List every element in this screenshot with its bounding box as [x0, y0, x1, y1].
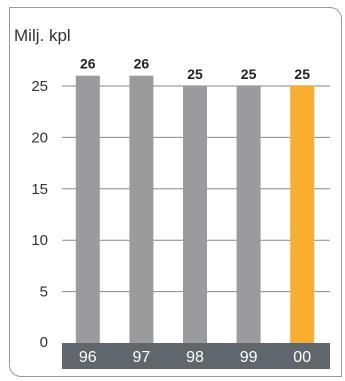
- bar-value-label: 26: [134, 56, 150, 72]
- chart-frame: [9, 7, 342, 377]
- bar-value-label: 26: [80, 56, 96, 72]
- x-tick-label: 97: [133, 349, 151, 366]
- bar-value-label: 25: [294, 66, 310, 82]
- x-tick-label: 00: [293, 349, 311, 366]
- x-axis-band: [62, 343, 330, 369]
- bar: [236, 86, 261, 343]
- x-tick-label: 96: [79, 349, 97, 366]
- bar-value-label: 25: [187, 66, 203, 82]
- y-tick-label: 20: [31, 129, 48, 146]
- bar-value-label: 25: [241, 66, 257, 82]
- bar: [290, 86, 315, 343]
- x-tick-label: 98: [186, 349, 204, 366]
- x-tick-label: 99: [240, 349, 258, 366]
- y-tick-label: 15: [31, 181, 48, 198]
- y-tick-label: 25: [31, 78, 48, 95]
- y-tick-label: 10: [31, 232, 48, 249]
- bar: [183, 86, 207, 343]
- bar: [129, 75, 154, 343]
- bar: [75, 75, 100, 343]
- y-axis-label: Milj. kpl: [14, 26, 71, 45]
- y-tick-label: 5: [40, 284, 48, 301]
- y-tick-label: 0: [40, 334, 48, 351]
